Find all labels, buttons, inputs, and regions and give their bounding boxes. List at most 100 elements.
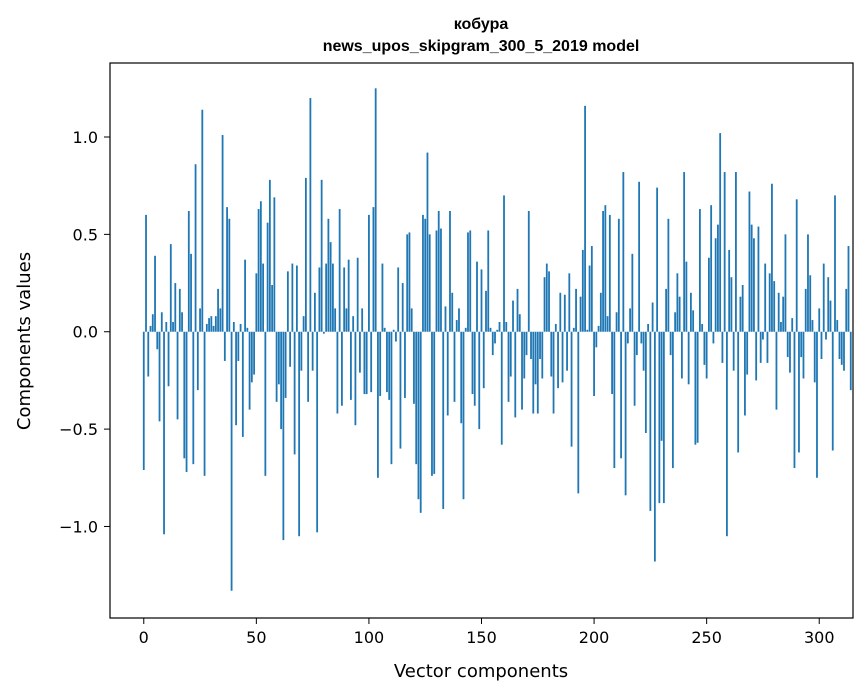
bar [800,331,803,358]
bar [192,331,195,465]
bar [665,288,668,332]
bar [300,331,303,371]
bar [557,331,559,389]
bar [660,331,663,441]
bar [480,269,483,332]
bar [145,214,147,332]
bar [268,179,271,332]
bar [368,214,370,332]
chart-subtitle: news_upos_skipgram_300_5_2019 model [323,38,640,55]
bar [613,331,616,469]
bar [694,331,697,445]
bar [642,331,645,371]
bar [473,331,476,406]
bar [739,296,742,332]
x-tick-label: 0 [139,628,149,647]
bar [723,172,726,332]
bar [599,292,602,332]
x-tick-label: 50 [246,628,266,647]
bar [176,331,179,420]
bar [631,253,634,332]
bar [689,292,692,332]
bar [228,218,231,332]
bar [827,277,830,332]
bar [728,249,731,332]
bar [829,300,832,332]
bar [451,292,454,332]
bar [199,308,201,332]
bar [424,218,427,332]
bar [696,331,699,443]
bar [399,331,402,449]
bar [271,285,274,332]
bar [431,331,433,476]
bar [680,331,683,379]
bar [341,331,343,406]
bar [221,135,224,332]
bar [721,331,724,363]
bar [250,331,253,383]
x-tick-label: 300 [804,628,835,647]
bar [753,238,755,332]
bar [291,263,294,332]
bar [151,314,154,332]
bar [379,331,382,396]
bar [241,331,244,437]
bar [809,275,812,332]
bar [638,181,641,332]
bar [615,312,618,332]
bar [807,234,809,332]
bar [210,316,213,332]
bar [232,322,235,332]
y-axis-label: Components values [14,252,35,430]
bar [275,331,278,402]
bar [701,323,704,332]
bar [444,306,447,332]
bar [847,246,850,332]
bar [617,218,620,332]
bar [505,322,508,332]
bar [311,331,314,371]
bar [196,331,199,391]
bar [395,331,397,342]
y-tick-label: −1.0 [59,517,98,536]
bar [491,331,494,356]
bar [579,296,582,332]
bar [780,322,782,332]
x-tick-label: 150 [466,628,497,647]
bar [671,331,674,469]
bar [293,331,296,455]
bar [507,331,510,402]
bar [606,316,609,332]
bar [282,331,285,541]
bar [653,331,656,562]
bar [822,263,825,332]
bar [235,331,237,426]
bar [334,308,337,332]
bar [561,331,564,383]
bar [208,318,210,332]
bar [318,267,321,332]
bar [190,253,192,332]
bar [762,331,764,340]
x-axis-ticks: 0 50 100 150 200 250 300 [139,618,835,647]
bar [602,211,604,332]
bar [350,331,352,400]
bar [419,331,422,513]
bar [187,211,190,332]
bar [453,331,456,402]
bar [831,331,834,451]
bar [759,331,762,363]
bar [363,331,366,395]
bar [802,331,805,379]
bar [651,302,654,332]
bar [435,230,438,332]
bar [185,331,188,472]
bar [253,331,255,375]
bar [786,331,789,358]
bar [744,331,746,416]
bar [230,331,233,591]
bar [244,259,246,332]
bar [289,331,292,367]
bar [586,329,589,332]
